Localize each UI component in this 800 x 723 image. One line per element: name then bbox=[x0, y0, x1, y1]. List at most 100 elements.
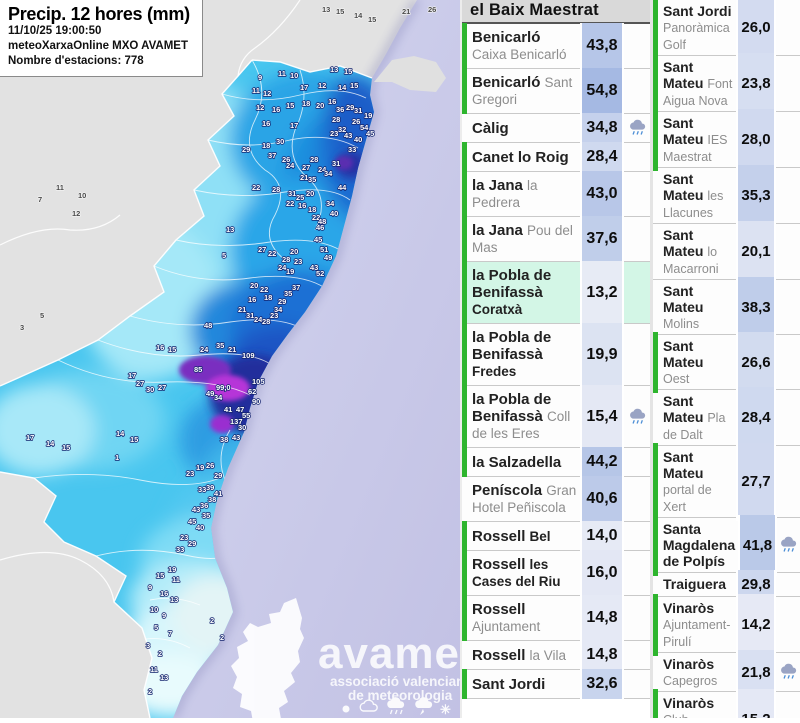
station-row[interactable]: Sant Mateu Molins 38,3 bbox=[653, 276, 800, 338]
map-station-value: 39 bbox=[206, 483, 214, 492]
station-name-cell: la Pobla de Benifassà Fredes bbox=[467, 329, 580, 380]
map-station-value: 16 bbox=[272, 105, 280, 114]
station-row[interactable]: Peníscola Gran Hotel Peñiscola 40,6 bbox=[462, 476, 650, 522]
station-row[interactable]: Sant Mateu portal de Xert 27,7 bbox=[653, 442, 800, 521]
precip-value: 28,4 bbox=[736, 386, 776, 449]
station-row[interactable]: Sant Mateu Oest 26,6 bbox=[653, 331, 800, 393]
station-row[interactable]: Traiguera 29,8 bbox=[653, 569, 800, 600]
station-row[interactable]: Càlig 34,8 bbox=[462, 113, 650, 143]
rain-icon-cell bbox=[777, 536, 800, 554]
map-station-value: 33 bbox=[198, 485, 206, 494]
map-station-value: 23 bbox=[180, 533, 188, 542]
precip-value: 14,2 bbox=[736, 593, 776, 656]
station-municipality: Canet lo Roig bbox=[472, 148, 569, 166]
map-station-value: 1 bbox=[115, 453, 119, 462]
station-row[interactable]: la Pobla de Benifassà Fredes 19,9 bbox=[462, 323, 650, 386]
map-station-value: 7 bbox=[168, 629, 172, 638]
station-row[interactable]: Vinaròs Ajuntament-Pirulí 14,2 bbox=[653, 593, 800, 656]
station-municipality: Santa Magdalena de Polpís bbox=[662, 520, 736, 569]
station-type-bar bbox=[653, 688, 658, 718]
station-row[interactable]: Sant Jordi Panoràmica Golf 26,0 bbox=[653, 0, 800, 59]
precip-value: 44,2 bbox=[580, 447, 624, 477]
station-row[interactable]: Canet lo Roig 28,4 bbox=[462, 142, 650, 172]
precipitation-map[interactable]: 9 11 10 11 12 17 12 14 15 13 15 12 16 15 18 20 16 36 29 31 2… bbox=[0, 0, 475, 723]
station-municipality: Sant Mateu bbox=[663, 170, 704, 203]
map-station-value: 40 bbox=[354, 135, 362, 144]
station-row[interactable]: Rossell la Vila 14,8 bbox=[462, 640, 650, 670]
precip-value: 40,6 bbox=[580, 476, 624, 522]
rain-icon bbox=[629, 119, 645, 135]
station-row[interactable]: Benicarló Sant Gregori 54,8 bbox=[462, 68, 650, 114]
rain-icon-cell bbox=[776, 409, 800, 427]
station-type-bar bbox=[462, 23, 467, 69]
station-substation: Ajuntament bbox=[472, 619, 541, 634]
map-station-value: 11 bbox=[278, 69, 286, 78]
station-name-cell: Sant Mateu lo Macarroni bbox=[658, 227, 736, 277]
station-municipality: Rossell bbox=[472, 556, 526, 573]
map-station-value: 52 bbox=[316, 269, 324, 278]
precip-value: 16,0 bbox=[580, 550, 624, 596]
rain-icon-cell bbox=[776, 616, 800, 634]
station-substation: Coratxà bbox=[472, 302, 523, 317]
map-station-value: 11 bbox=[172, 575, 180, 584]
map-station-value: 34 bbox=[326, 199, 335, 208]
map-station-value: 23 bbox=[270, 311, 278, 320]
map-station-value: 38 bbox=[208, 495, 216, 504]
station-row[interactable]: Rossell Bel 14,0 bbox=[462, 521, 650, 551]
station-type-bar bbox=[653, 52, 658, 115]
map-station-value: 11 bbox=[150, 665, 158, 674]
map-station-value: 20 bbox=[250, 281, 258, 290]
station-substation: Fredes bbox=[472, 364, 517, 379]
map-station-value: 29 bbox=[278, 297, 286, 306]
station-row[interactable]: Benicarló Caixa Benicarló 43,8 bbox=[462, 23, 650, 69]
station-row[interactable]: Sant Mateu Font Aigua Nova 23,8 bbox=[653, 52, 800, 115]
map-station-value: 16 bbox=[248, 295, 256, 304]
precip-value: 28,0 bbox=[736, 108, 776, 171]
station-row[interactable]: Sant Mateu IES Maestrat 28,0 bbox=[653, 108, 800, 171]
station-row[interactable]: Sant Mateu Pla de Dalt 28,4 bbox=[653, 386, 800, 449]
station-row[interactable]: Sant Mateu les Llacunes 35,3 bbox=[653, 164, 800, 227]
map-station-value: 35 bbox=[216, 341, 224, 350]
station-name-cell: Rossell la Vila bbox=[467, 647, 580, 664]
station-type-bar bbox=[653, 593, 658, 656]
station-row[interactable]: la Jana Pou del Mas 37,6 bbox=[462, 216, 650, 262]
station-row[interactable]: Vinaròs Capegros 21,8 bbox=[653, 649, 800, 695]
station-row[interactable]: la Pobla de Benifassà Coll de les Eres 1… bbox=[462, 385, 650, 448]
map-station-value: 15 bbox=[286, 101, 294, 110]
map-station-value: 41 bbox=[214, 489, 222, 498]
station-substation: IES Maestrat bbox=[663, 132, 728, 164]
station-type-bar bbox=[462, 447, 467, 477]
station-row[interactable]: Sant Jordi 32,6 bbox=[462, 669, 650, 699]
station-row[interactable]: la Jana la Pedrera 43,0 bbox=[462, 171, 650, 217]
rain-icon bbox=[629, 408, 645, 424]
station-name-cell: Sant Mateu Oest bbox=[658, 338, 736, 387]
station-row[interactable]: Rossell les Cases del Riu 16,0 bbox=[462, 550, 650, 596]
station-type-bar bbox=[462, 595, 467, 641]
rain-icon-cell bbox=[624, 609, 650, 627]
rain-icon-cell bbox=[776, 576, 800, 594]
map-station-value: 28 bbox=[272, 185, 280, 194]
precip-value: 43,8 bbox=[580, 23, 624, 69]
station-name-cell: Sant Jordi bbox=[467, 676, 580, 693]
region-header[interactable]: el Baix Maestrat bbox=[462, 0, 650, 24]
map-station-value: 16 bbox=[156, 343, 164, 352]
station-row[interactable]: la Salzadella 44,2 bbox=[462, 447, 650, 477]
station-municipality: la Jana bbox=[472, 222, 523, 239]
station-substation: Pou del Mas bbox=[472, 223, 573, 255]
rain-icon-cell bbox=[776, 298, 800, 316]
map-station-value: 29 bbox=[346, 103, 354, 112]
station-row[interactable]: Vinaròs Club Náutico 15,2 bbox=[653, 688, 800, 718]
station-type-bar bbox=[462, 216, 467, 262]
rain-icon-cell bbox=[624, 453, 650, 471]
station-name-cell: la Pobla de Benifassà Coratxà bbox=[467, 267, 580, 318]
map-station-value: 46 bbox=[316, 223, 324, 232]
station-row[interactable]: Rossell Ajuntament 14,8 bbox=[462, 595, 650, 641]
station-row[interactable]: la Pobla de Benifassà Coratxà 13,2 bbox=[462, 261, 650, 324]
station-row[interactable]: Santa Magdalena de Polpís 41,8 bbox=[653, 514, 800, 576]
map-station-value: 17 bbox=[290, 121, 298, 130]
map-station-value: 5 bbox=[154, 623, 158, 632]
map-station-value: 16 bbox=[160, 589, 168, 598]
map-station-value: 17 bbox=[26, 433, 34, 442]
station-row[interactable]: Sant Mateu lo Macarroni 20,1 bbox=[653, 220, 800, 283]
